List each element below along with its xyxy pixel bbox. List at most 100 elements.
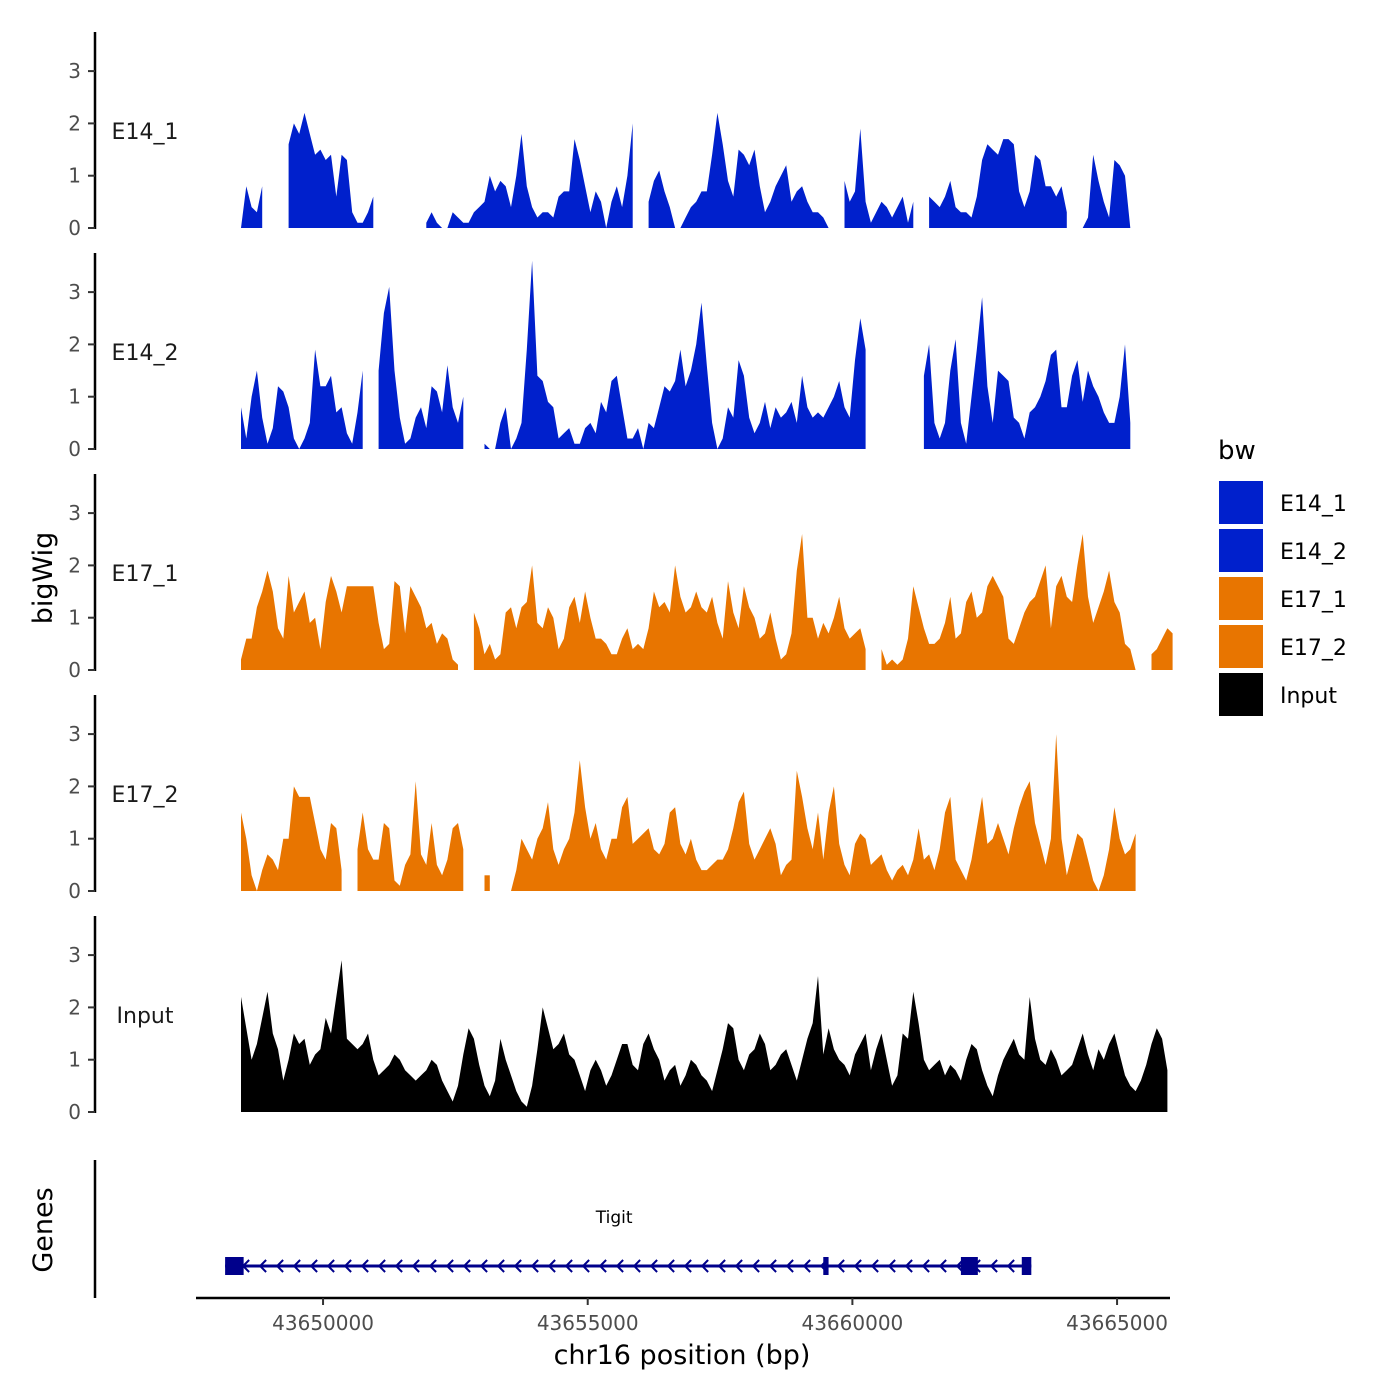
y-tick-label: 2 <box>68 332 81 356</box>
y-tick-label: 1 <box>68 827 81 851</box>
signal-area <box>844 128 914 228</box>
gene-exon <box>823 1257 829 1275</box>
strand-arrow <box>615 1259 624 1273</box>
signal-area <box>426 123 633 228</box>
y-tick-label: 3 <box>68 722 81 746</box>
strand-arrow <box>428 1259 437 1273</box>
legend-label: E14_2 <box>1280 540 1347 565</box>
y-tick-label: 0 <box>68 437 81 461</box>
track-E14_1: 0 1 2 3 E14_1 <box>68 32 1136 240</box>
y-tick-label: 2 <box>68 111 81 135</box>
y-tick-label: 1 <box>68 385 81 409</box>
signal-area <box>923 297 1131 449</box>
genes-track: Tigit <box>93 1160 1032 1298</box>
track-label: E17_2 <box>112 783 179 808</box>
track-label: E14_2 <box>112 341 179 366</box>
legend-title: bw <box>1218 436 1256 466</box>
strand-arrow <box>292 1259 301 1273</box>
legend-label: E17_2 <box>1280 636 1347 661</box>
strand-arrow <box>360 1259 369 1273</box>
gene-exon <box>1021 1257 1032 1275</box>
strand-arrow <box>836 1259 845 1273</box>
legend-key <box>1219 577 1263 620</box>
y-tick-label: 2 <box>68 553 81 577</box>
strand-arrow <box>513 1259 522 1273</box>
legend-key <box>1219 625 1263 668</box>
strand-arrow <box>462 1259 471 1273</box>
y-tick-label: 0 <box>68 1100 81 1124</box>
strand-arrow <box>853 1259 862 1273</box>
track-E14_2: 0 1 2 3 E14_2 <box>68 253 1131 461</box>
y-tick-label: 0 <box>68 658 81 682</box>
strand-arrow <box>326 1259 335 1273</box>
strand-arrow <box>581 1259 590 1273</box>
signal-area <box>484 260 866 449</box>
legend-key <box>1219 673 1263 716</box>
signal-area <box>511 734 1136 891</box>
legend-label: Input <box>1280 684 1337 709</box>
legend-key <box>1219 529 1263 572</box>
track-E17_1: 0 1 2 3 E17_1 <box>68 474 1173 682</box>
signal-area <box>241 349 363 449</box>
signal-area <box>929 139 1067 228</box>
strand-arrow <box>547 1259 556 1273</box>
strand-arrow <box>904 1259 913 1273</box>
track-E17_2: 0 1 2 3 E17_2 <box>68 695 1136 903</box>
strand-arrow <box>785 1259 794 1273</box>
y-tick-label: 0 <box>68 879 81 903</box>
legend-key <box>1219 481 1263 524</box>
gene-name-label: Tigit <box>595 1208 633 1228</box>
strand-arrow <box>870 1259 879 1273</box>
y-tick-label: 3 <box>68 59 81 83</box>
strand-arrow <box>887 1259 896 1273</box>
x-tick-label: 43665000 <box>1066 1311 1168 1335</box>
y-tick-label: 2 <box>68 995 81 1019</box>
signal-area <box>378 286 464 449</box>
y-tick-label: 1 <box>68 164 81 188</box>
signal-area <box>1151 628 1173 670</box>
strand-arrow <box>1006 1259 1015 1273</box>
strand-arrow <box>496 1259 505 1273</box>
strand-arrow <box>377 1259 386 1273</box>
signal-area <box>241 186 263 228</box>
track-label: E17_1 <box>112 562 179 587</box>
signal-area <box>288 112 374 228</box>
x-tick-label: 43660000 <box>801 1311 903 1335</box>
y-tick-label: 1 <box>68 606 81 630</box>
strand-arrow <box>411 1259 420 1273</box>
strand-arrow <box>343 1259 352 1273</box>
strand-arrow <box>683 1259 692 1273</box>
strand-arrow <box>275 1259 284 1273</box>
legend-label: E14_1 <box>1280 492 1347 517</box>
strand-arrow <box>989 1259 998 1273</box>
strand-arrow <box>394 1259 403 1273</box>
y-tick-label: 3 <box>68 280 81 304</box>
strand-arrow <box>445 1259 454 1273</box>
strand-arrow <box>530 1259 539 1273</box>
strand-arrow <box>921 1259 930 1273</box>
strand-arrow <box>479 1259 488 1273</box>
legend: bw E14_1 E14_2 E17_1 E17_2 Input <box>1218 436 1347 716</box>
signal-area <box>357 781 464 891</box>
signal-area <box>241 786 342 891</box>
gene-exon <box>960 1257 978 1275</box>
gene-exon <box>225 1257 244 1275</box>
strand-arrow <box>258 1259 267 1273</box>
signal-area <box>881 534 1136 670</box>
strand-arrow <box>649 1259 658 1273</box>
signal-area <box>484 875 490 891</box>
signal-area <box>473 534 866 670</box>
strand-arrow <box>666 1259 675 1273</box>
strand-arrow <box>564 1259 573 1273</box>
signal-area <box>648 112 829 228</box>
y-axis-title: bigWig <box>28 532 59 625</box>
strand-arrow <box>938 1259 947 1273</box>
x-axis-title: chr16 position (bp) <box>554 1340 811 1371</box>
strand-arrow <box>632 1259 641 1273</box>
signal-tracks: 0 1 2 3 E14_1 0 1 2 3 E14_2 0 1 2 3 E17_1 0 1 2 3 E17_2 0 1 2 3… <box>68 32 1173 1124</box>
legend-label: E17_1 <box>1280 588 1347 613</box>
strand-arrow <box>700 1259 709 1273</box>
strand-arrow <box>802 1259 811 1273</box>
y-tick-label: 0 <box>68 216 81 240</box>
